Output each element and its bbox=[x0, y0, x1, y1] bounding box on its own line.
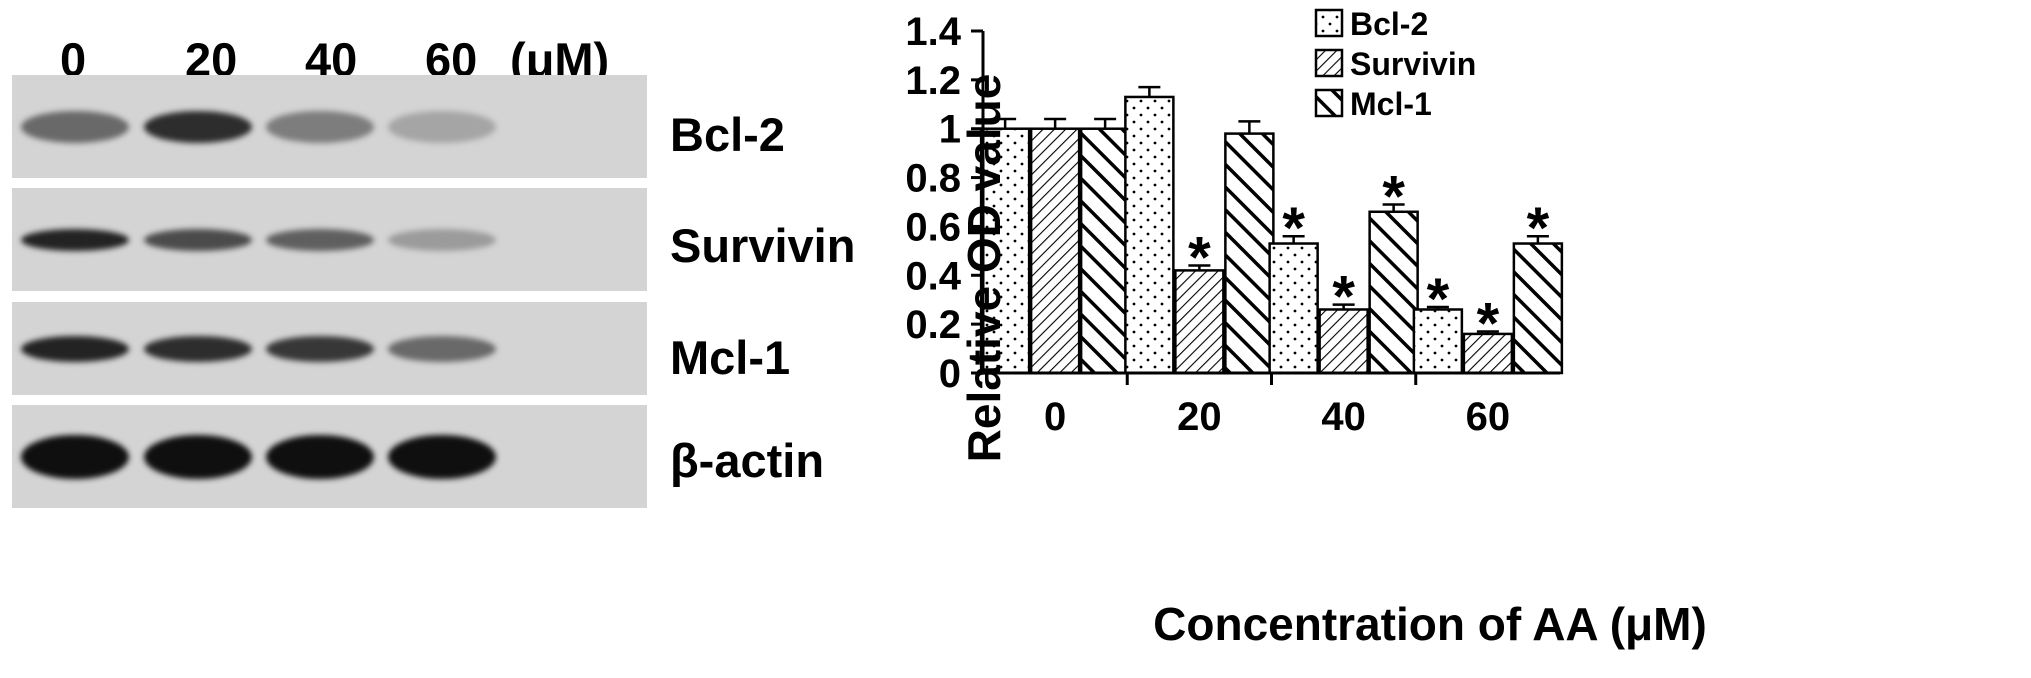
x-tick-label: 20 bbox=[1177, 395, 1222, 439]
y-tick-label: 1.2 bbox=[905, 59, 961, 103]
x-tick-label: 60 bbox=[1466, 395, 1511, 439]
legend-label-bcl-2: Bcl-2 bbox=[1350, 6, 1428, 42]
band bbox=[144, 434, 252, 479]
protein-label-survivin: Survivin bbox=[670, 219, 856, 272]
bar-mcl-1-40 bbox=[1368, 210, 1419, 375]
legend-label-survivin: Survivin bbox=[1350, 46, 1476, 82]
bar-bcl-2-60 bbox=[1412, 308, 1464, 375]
band bbox=[388, 228, 496, 251]
protein-label-mcl1: Mcl-1 bbox=[670, 331, 791, 384]
x-tick-label: 40 bbox=[1321, 395, 1366, 439]
significance-marker: * bbox=[1188, 226, 1211, 291]
significance-marker: * bbox=[1477, 291, 1500, 356]
band bbox=[266, 434, 374, 479]
protein-label-bcl2: Bcl-2 bbox=[670, 108, 785, 161]
y-tick-label: 1 bbox=[939, 108, 961, 152]
band bbox=[144, 228, 252, 251]
band bbox=[388, 335, 496, 362]
legend: Bcl-2 Survivin Mcl-1 bbox=[1314, 6, 1476, 122]
x-axis-label: Concentration of AA (μM) bbox=[1153, 598, 1707, 650]
significance-marker: * bbox=[1282, 196, 1305, 261]
protein-label-actin: β-actin bbox=[670, 434, 825, 487]
legend-swatch-mcl-1 bbox=[1314, 88, 1344, 118]
band bbox=[388, 110, 496, 143]
bar-bcl-2-20 bbox=[1124, 95, 1175, 375]
band bbox=[266, 335, 374, 362]
band bbox=[21, 228, 129, 251]
band bbox=[21, 110, 129, 143]
bar-mcl-1-0 bbox=[1079, 127, 1131, 375]
bar-mcl-1-60 bbox=[1512, 242, 1564, 375]
band bbox=[266, 228, 374, 251]
legend-swatch-bcl-2 bbox=[1314, 8, 1344, 38]
band bbox=[144, 335, 252, 362]
y-tick-label: 0 bbox=[939, 352, 961, 396]
y-tick-label: 0.2 bbox=[905, 303, 961, 347]
y-tick-label: 0.6 bbox=[905, 205, 961, 249]
y-tick-label: 0.8 bbox=[905, 157, 961, 201]
bar-bcl-2-0 bbox=[979, 127, 1031, 375]
legend-label-mcl-1: Mcl-1 bbox=[1350, 86, 1432, 122]
western-blot: 0 20 40 60 (μM) Bcl-2 Survivin Mcl-1 β-a… bbox=[0, 0, 900, 678]
significance-marker: * bbox=[1527, 196, 1550, 261]
bar-bcl-2-40 bbox=[1268, 242, 1319, 375]
significance-marker: * bbox=[1332, 265, 1355, 330]
axes: 0 0.2 0.4 0.60.8 1 1.2 1.4 0 20 40 60 bbox=[905, 10, 1560, 439]
bar-survivin-0 bbox=[1029, 127, 1081, 375]
legend-swatch-survivin bbox=[1314, 48, 1344, 78]
bar-mcl-1-20 bbox=[1224, 132, 1275, 375]
x-tick-label: 0 bbox=[1044, 395, 1066, 439]
bar-chart: * * * * * * * 0 0.2 0.4 0.60.8 1 1.2 1.4 0 20 40 60 Rela… bbox=[905, 6, 1707, 650]
band bbox=[266, 110, 374, 143]
band bbox=[388, 434, 496, 479]
significance-marker: * bbox=[1427, 267, 1450, 332]
band bbox=[144, 110, 252, 143]
band bbox=[21, 335, 129, 362]
bar-survivin-20 bbox=[1174, 269, 1225, 375]
band bbox=[21, 434, 129, 479]
bars: * * * * * * * bbox=[979, 85, 1564, 375]
significance-marker: * bbox=[1382, 164, 1405, 229]
y-tick-label: 0.4 bbox=[905, 254, 961, 298]
y-tick-label: 1.4 bbox=[905, 10, 961, 54]
y-axis-label: Relative OD value bbox=[958, 74, 1010, 463]
